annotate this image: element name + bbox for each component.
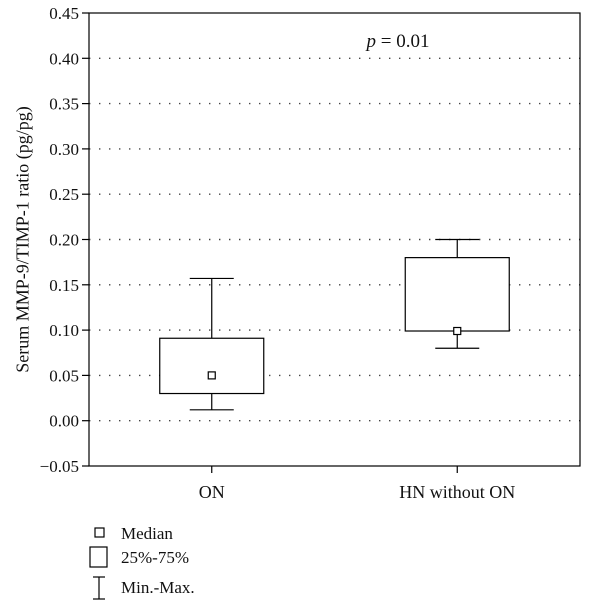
y-tick-label: 0.30 [49,140,79,159]
median-marker [207,371,216,380]
y-tick-label: 0.10 [49,321,79,340]
box-series [159,238,510,411]
legend-box-swatch [89,546,108,568]
y-tick-label: 0.15 [49,276,79,295]
y-tick-label: 0.40 [49,49,79,68]
y-tick-label: 0.25 [49,185,79,204]
y-axis-ticks: −0.05 0.00 0.05 0.10 0.15 0.20 0.25 0.30 0.35 0.4… [40,4,89,476]
y-tick-label: −0.05 [40,457,79,476]
plot-frame [88,12,581,467]
y-tick-label: 0.35 [49,95,79,114]
legend-median-label: Median [121,524,173,543]
y-tick-label: 0.20 [49,231,79,250]
legend-box-label: 25%-75% [121,548,189,567]
p-value-annotation: p = 0.01 [365,31,430,52]
median-marker [453,326,462,336]
legend: Median 25%-75% Min.-Max. [89,524,195,600]
legend-whisker-swatch [93,576,105,600]
x-category-label: HN without ON [399,482,515,502]
x-category-label: ON [199,482,225,502]
p-value-text: = 0.01 [376,31,429,52]
y-axis-label: Serum MMP-9/TIMP-1 ratio (pg/pg) [12,106,33,372]
legend-whisker-label: Min.-Max. [121,578,195,597]
interquartile-box [159,337,265,395]
p-symbol: p [365,31,377,52]
box-2 [404,238,510,349]
interquartile-box [404,257,510,332]
y-tick-label: 0.45 [49,4,79,23]
y-tick-label: 0.00 [49,412,79,431]
box-1 [159,277,265,411]
x-axis-categories: ON HN without ON [199,466,515,502]
legend-median-swatch [94,527,105,538]
y-tick-label: 0.05 [49,366,79,385]
